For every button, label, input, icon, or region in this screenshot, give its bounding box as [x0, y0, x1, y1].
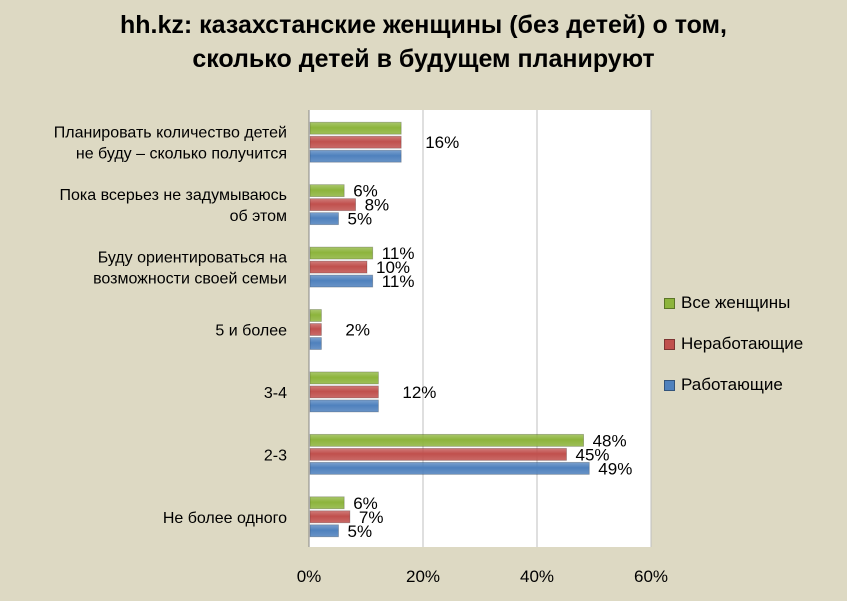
category-label: 5 и более: [215, 323, 287, 340]
legend-label-nonworking: Неработающие: [681, 334, 804, 353]
x-tick-label: 20%: [406, 567, 440, 586]
bar-all: [309, 371, 379, 385]
category-label: 2-3: [264, 447, 287, 464]
legend-label-all: Все женщины: [681, 293, 791, 312]
title-line-1: hh.kz: казахстанские женщины (без детей)…: [120, 11, 727, 39]
bar-nonworking: [309, 385, 379, 399]
bar-working: [309, 461, 590, 475]
bar-working: [309, 212, 339, 226]
category-label: Планировать количество детей: [54, 125, 287, 142]
bar-nonworking: [309, 198, 356, 212]
bar-nonworking: [309, 510, 351, 524]
category-label: не буду – сколько получится: [76, 146, 287, 163]
title-line-2: сколько детей в будущем планируют: [192, 45, 655, 73]
bar-all: [309, 246, 374, 260]
bar-all: [309, 496, 345, 510]
data-label: 7%: [359, 508, 384, 527]
data-label: 5%: [348, 522, 373, 541]
bar-working: [309, 524, 339, 538]
data-label: 49%: [598, 459, 632, 478]
category-label: 3-4: [264, 385, 287, 402]
data-label: 12%: [402, 383, 436, 402]
data-label: 6%: [353, 182, 378, 201]
x-tick-label: 40%: [520, 567, 554, 586]
data-label: 6%: [353, 494, 378, 513]
data-label: 10%: [376, 258, 410, 277]
bar-all: [309, 184, 345, 198]
category-label: Пока всерьез не задумываюсь: [60, 187, 288, 204]
data-label: 16%: [425, 133, 459, 152]
x-tick-label: 60%: [634, 567, 668, 586]
data-label: 5%: [348, 210, 373, 229]
data-label: 11%: [382, 272, 415, 291]
bar-nonworking: [309, 135, 402, 149]
bar-working: [309, 274, 374, 288]
bar-all: [309, 309, 322, 322]
bar-nonworking: [309, 447, 567, 461]
chart-title: hh.kz: казахстанские женщины (без детей)…: [0, 8, 847, 76]
data-label: 48%: [593, 431, 627, 450]
bar-all: [309, 121, 402, 135]
legend-swatch-nonworking: [664, 338, 675, 350]
data-label: 45%: [576, 445, 610, 464]
legend-item-nonworking: Неработающие: [664, 333, 803, 355]
x-tick-label: 0%: [297, 567, 322, 586]
legend: Все женщины Неработающие Работающие: [664, 292, 803, 415]
legend-item-working: Работающие: [664, 374, 803, 396]
category-label: об этом: [230, 208, 287, 225]
legend-swatch-working: [664, 379, 675, 391]
bar-working: [309, 337, 322, 350]
legend-item-all: Все женщины: [664, 292, 803, 314]
data-label: 11%: [382, 244, 415, 263]
bar-nonworking: [309, 323, 322, 336]
bar-all: [309, 433, 585, 447]
category-label: Буду ориентироваться на: [98, 250, 287, 267]
category-label: возможности своей семьи: [93, 271, 287, 288]
category-label: Не более одного: [163, 510, 287, 527]
bar-nonworking: [309, 260, 368, 274]
data-label: 2%: [345, 321, 370, 340]
legend-swatch-all: [664, 297, 675, 309]
data-label: 8%: [365, 196, 390, 215]
bar-working: [309, 399, 379, 413]
bar-working: [309, 149, 402, 163]
legend-label-working: Работающие: [681, 375, 783, 394]
